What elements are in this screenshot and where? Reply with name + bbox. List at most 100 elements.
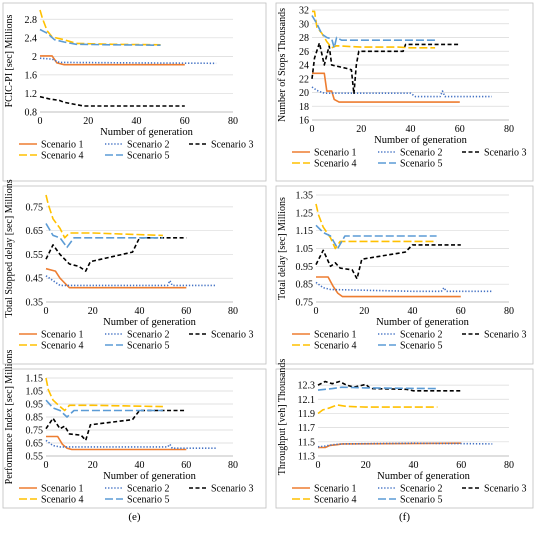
y-axis-label: Throughput [veh] Thousands <box>277 359 288 476</box>
y-tick-label: 20 <box>299 88 309 99</box>
legend-label: Scenario 4 <box>314 495 357 506</box>
chart-panel: 16 18 20 22 24 26 28 30 32 0 20 40 60 80 Number of gen… <box>275 2 534 182</box>
chart-panel: 0.55 0.65 0.75 0.85 0.95 1.05 1.15 0 20 40 60 80 Num… <box>2 350 267 509</box>
y-tick-label: 2.8 <box>25 15 38 26</box>
legend-label: Scenario 5 <box>127 151 170 162</box>
series-line <box>315 244 461 280</box>
y-axis-label: Performance Index [sec] Millions <box>4 350 15 485</box>
x-axis-label: Number of generation <box>103 471 196 482</box>
x-tick-label: 20 <box>361 460 371 471</box>
panel-label: (f) <box>399 511 410 523</box>
y-tick-label: 0.35 <box>26 298 44 309</box>
x-tick-label: 0 <box>314 306 319 317</box>
series-line <box>311 42 460 95</box>
legend-label: Scenario 4 <box>41 495 84 506</box>
legend-label: Scenario 3 <box>484 484 527 495</box>
x-tick-label: 80 <box>228 116 238 127</box>
x-tick-label: 20 <box>83 116 93 127</box>
series-line <box>45 439 217 450</box>
x-tick-label: 60 <box>181 306 191 317</box>
y-tick-label: 11.7 <box>298 423 315 434</box>
x-tick-label: 20 <box>356 124 366 135</box>
panel-frame <box>275 368 534 509</box>
x-tick-label: 20 <box>359 306 369 317</box>
legend-label: Scenario 2 <box>400 484 443 495</box>
series-line <box>45 275 217 287</box>
y-tick-label: 0.75 <box>296 298 314 309</box>
x-tick-label: 0 <box>44 306 49 317</box>
x-tick-label: 20 <box>88 460 98 471</box>
series-line <box>39 95 185 107</box>
y-tick-label: 0.55 <box>26 250 44 261</box>
x-axis-label: Number of generation <box>376 317 469 328</box>
y-tick-label: 0.55 <box>26 452 44 463</box>
x-tick-label: 40 <box>135 460 145 471</box>
legend-label: Scenario 4 <box>314 159 357 170</box>
legend-label: Scenario 5 <box>400 341 443 352</box>
y-tick-label: 11.9 <box>298 409 315 420</box>
series-line <box>315 203 437 250</box>
legend-label: Scenario 5 <box>127 341 170 352</box>
y-tick-label: 11.3 <box>298 452 315 463</box>
legend-label: Scenario 1 <box>41 140 84 151</box>
y-axis-label: Total Stopped delay [sec] Millions <box>4 179 15 317</box>
x-tick-label: 60 <box>456 306 466 317</box>
x-tick-label: 40 <box>135 306 145 317</box>
x-tick-label: 0 <box>310 124 315 135</box>
series-line <box>39 28 161 46</box>
y-tick-label: 0.85 <box>26 413 44 424</box>
y-tick-label: 11.5 <box>298 437 315 448</box>
y-tick-label: 0.8 <box>25 108 38 119</box>
y-tick-label: 1.2 <box>25 89 38 100</box>
chart-panel: 11.3 11.5 11.7 11.9 12.1 12.3 0 20 40 60 80 Number … <box>275 359 534 509</box>
x-tick-label: 0 <box>316 460 321 471</box>
y-tick-label: 1.05 <box>26 387 44 398</box>
legend-label: Scenario 4 <box>41 341 84 352</box>
y-tick-label: 0.65 <box>26 439 44 450</box>
chart-panel: 0.75 0.85 0.95 1.05 1.15 1.25 1.35 0 20 40 60 80 Num… <box>275 185 534 365</box>
x-axis-label: Number of generation <box>100 127 193 138</box>
y-tick-label: 26 <box>299 47 309 58</box>
series-line <box>45 377 163 412</box>
x-tick-label: 80 <box>504 124 514 135</box>
series-line <box>317 442 493 448</box>
series-line <box>45 267 187 289</box>
y-tick-label: 24 <box>299 61 309 72</box>
series-line <box>46 435 187 451</box>
series-line <box>39 9 161 46</box>
series-line <box>45 223 163 249</box>
y-tick-label: 22 <box>299 74 309 85</box>
legend-label: Scenario 3 <box>484 148 527 159</box>
legend-label: Scenario 4 <box>314 341 357 352</box>
legend-label: Scenario 2 <box>127 140 170 151</box>
x-tick-label: 80 <box>504 306 514 317</box>
x-tick-label: 40 <box>408 306 418 317</box>
panel-label: (e) <box>128 511 141 523</box>
panel-frame <box>2 368 267 509</box>
series-line <box>317 404 438 415</box>
y-tick-label: 0.75 <box>26 426 44 437</box>
y-tick-label: 0.75 <box>26 202 44 213</box>
legend-label: Scenario 3 <box>484 330 527 341</box>
x-tick-label: 60 <box>455 124 465 135</box>
x-tick-label: 0 <box>38 116 43 127</box>
legend-label: Scenario 2 <box>400 330 443 341</box>
panel-frame <box>2 185 267 365</box>
series-line <box>40 55 185 66</box>
y-tick-label: 0.85 <box>296 280 314 291</box>
y-tick-label: 1.25 <box>296 208 314 219</box>
y-tick-label: 0.45 <box>26 274 44 285</box>
legend-label: Scenario 3 <box>211 330 254 341</box>
series-line <box>311 86 492 98</box>
legend-label: Scenario 1 <box>314 330 357 341</box>
series-line <box>317 380 462 392</box>
series-line <box>45 194 163 239</box>
legend-label: Scenario 2 <box>127 330 170 341</box>
y-tick-label: 0.95 <box>296 262 314 273</box>
legend-label: Scenario 3 <box>211 140 254 151</box>
y-tick-label: 1.6 <box>25 70 38 81</box>
x-tick-label: 60 <box>180 116 190 127</box>
series-line <box>45 237 187 272</box>
y-tick-label: 1.35 <box>296 191 314 202</box>
